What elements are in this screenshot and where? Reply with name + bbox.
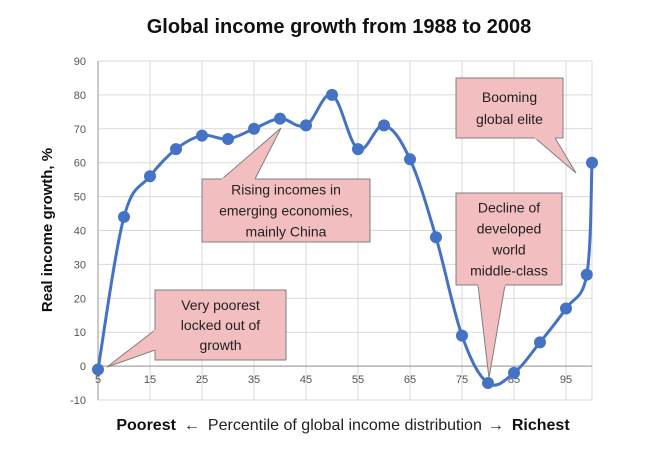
- data-points: [92, 88, 598, 390]
- x-axis-arrow-left: ←: [184, 417, 200, 434]
- callout-text: Rising incomes in: [231, 182, 341, 198]
- x-tick-label: 25: [196, 374, 208, 386]
- ann-elite-callout: Booming global elite: [455, 77, 577, 174]
- data-point: [144, 170, 156, 183]
- data-point: [170, 143, 182, 156]
- data-point: [404, 153, 416, 166]
- callout-text: developed: [477, 221, 542, 237]
- x-axis-label: Poorest ← Percentile of global income dist…: [116, 417, 570, 434]
- x-tick-label: 5: [95, 374, 101, 386]
- y-tick-label: 0: [80, 361, 86, 373]
- callout-box: [201, 178, 371, 243]
- callout-box: [455, 192, 563, 286]
- x-axis-label-right: Richest: [512, 417, 570, 434]
- data-point: [92, 363, 104, 376]
- chart-title: Global income growth from 1988 to 2008: [147, 16, 532, 38]
- callouts: Very poorest locked out of growth Rising in…: [106, 77, 577, 379]
- data-point: [274, 112, 286, 125]
- y-tick-label: 20: [74, 293, 86, 305]
- callout-text: middle-class: [470, 263, 548, 279]
- data-point: [586, 156, 598, 169]
- y-tick-label: 50: [74, 192, 86, 204]
- x-tick-label: 35: [248, 374, 260, 386]
- callout-text: mainly China: [246, 224, 327, 240]
- y-tick-label: 60: [74, 158, 86, 170]
- y-tick-label: 10: [74, 327, 86, 339]
- data-point: [508, 366, 520, 379]
- callout-text: locked out of: [181, 317, 260, 333]
- callout-text: Very poorest: [181, 297, 260, 313]
- y-tick-label: 70: [74, 124, 86, 136]
- x-tick-label: 75: [456, 374, 468, 386]
- y-axis-label: Real income growth, %: [39, 148, 56, 312]
- data-point: [300, 119, 312, 132]
- data-point: [560, 302, 572, 315]
- data-point: [378, 119, 390, 132]
- data-point: [248, 122, 260, 135]
- callout-text: growth: [199, 337, 241, 353]
- data-point: [534, 336, 546, 349]
- data-point: [456, 329, 468, 342]
- x-tick-label: 15: [144, 374, 156, 386]
- y-tick-label: 30: [74, 259, 86, 271]
- y-tick-labels: -10 0 10 20 30 40 50 60 70 80 90: [70, 56, 86, 407]
- data-point: [352, 143, 364, 156]
- x-axis-label-middle: Percentile of global income distribution: [208, 417, 482, 434]
- y-tick-label: 80: [74, 90, 86, 102]
- callout-pointer: [533, 137, 577, 174]
- callout-pointer: [477, 284, 506, 379]
- data-point: [222, 132, 234, 145]
- callout-text: Decline of: [478, 200, 540, 216]
- y-tick-label: 40: [74, 226, 86, 238]
- ann-emerging-callout: Rising incomes in emerging economies, main…: [201, 127, 371, 243]
- callout-text: Booming: [482, 89, 537, 105]
- y-tick-label: -10: [70, 395, 86, 407]
- data-point: [118, 210, 130, 223]
- callout-text: world: [491, 242, 525, 258]
- ann-poorest-callout: Very poorest locked out of growth: [106, 289, 287, 368]
- callout-box: [455, 77, 564, 139]
- x-axis-label-left: Poorest: [116, 417, 176, 434]
- x-axis-arrow-right: →: [488, 417, 504, 434]
- callout-pointer: [106, 328, 156, 368]
- y-tick-label: 90: [74, 56, 86, 68]
- callout-box: [154, 289, 287, 361]
- callout-text: emerging economies,: [219, 203, 353, 219]
- callout-text: global elite: [476, 111, 543, 127]
- x-tick-label: 65: [404, 374, 416, 386]
- x-tick-label: 95: [560, 374, 572, 386]
- x-tick-label: 45: [300, 374, 312, 386]
- data-point: [580, 268, 593, 281]
- data-point: [326, 88, 338, 101]
- data-point: [196, 129, 208, 142]
- ann-middle-callout: Decline of developed world middle-class: [455, 192, 563, 379]
- data-point: [482, 377, 494, 390]
- x-tick-label: 55: [352, 374, 364, 386]
- data-point: [430, 231, 442, 244]
